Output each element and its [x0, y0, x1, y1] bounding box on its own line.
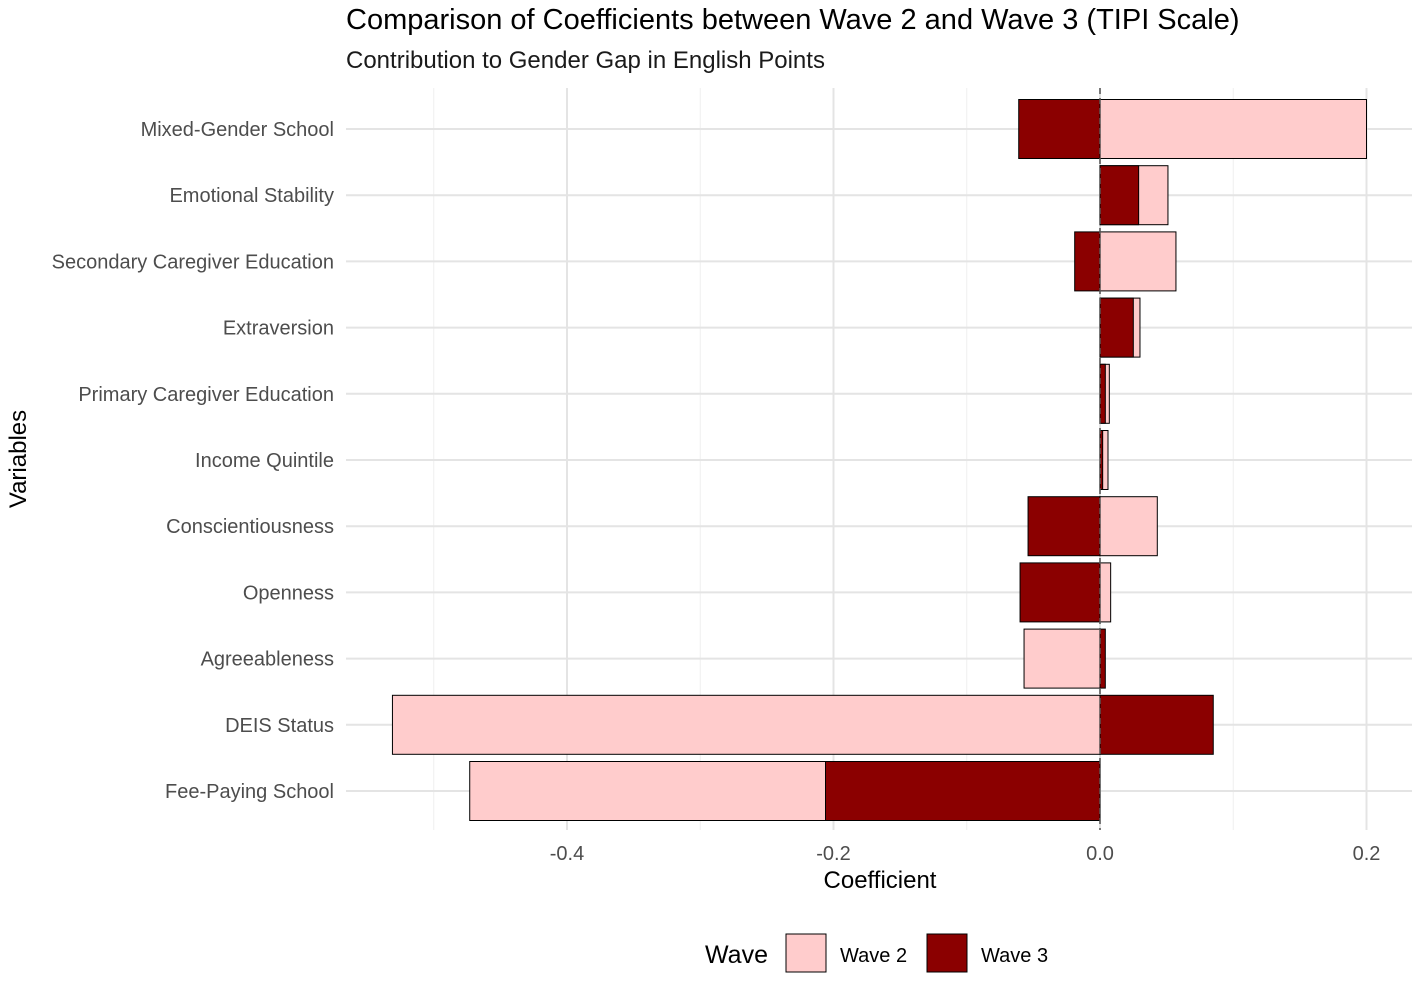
y-tick-label: Fee-Paying School — [165, 781, 334, 803]
x-tick-label: 0.0 — [1086, 843, 1114, 865]
y-tick-label: Openness — [243, 582, 334, 604]
legend-label: Wave 3 — [981, 945, 1048, 967]
bar-wave-3 — [1074, 231, 1101, 292]
chart-title: Comparison of Coefficients between Wave … — [346, 4, 1240, 36]
x-tick-label: -0.4 — [550, 843, 584, 865]
x-axis-title: Coefficient — [824, 867, 937, 894]
y-axis-title: Variables — [5, 410, 32, 508]
bar-wave-3 — [1027, 496, 1101, 557]
y-tick-label: Conscientiousness — [166, 516, 334, 538]
bar-wave-2 — [1023, 628, 1101, 689]
y-tick-label: Agreeableness — [201, 649, 334, 671]
bar-wave-2 — [391, 694, 1101, 755]
bar-wave-2 — [1099, 562, 1112, 623]
bar-wave-3 — [1099, 165, 1140, 226]
bar-wave-3 — [1018, 99, 1101, 159]
bar-wave-3 — [1099, 694, 1214, 755]
bar-wave-3 — [1099, 628, 1106, 689]
legend-label: Wave 2 — [840, 945, 907, 967]
bars-layer — [391, 99, 1367, 821]
bar-wave-3 — [825, 761, 1101, 821]
bar-wave-2 — [1099, 99, 1367, 159]
bar-wave-3 — [1099, 297, 1134, 358]
y-tick-label: Primary Caregiver Education — [78, 384, 334, 406]
y-tick-labels: Mixed-Gender School Emotional Stability Se… — [52, 119, 334, 803]
legend-title: Wave — [705, 941, 768, 969]
bar-wave-3 — [1099, 363, 1106, 424]
x-tick-label: 0.2 — [1353, 843, 1381, 865]
chart-subtitle: Contribution to Gender Gap in English Po… — [346, 47, 825, 74]
y-tick-label: Secondary Caregiver Education — [52, 251, 334, 273]
x-tick-labels: -0.4 -0.2 0.0 0.2 — [550, 843, 1381, 865]
legend: Wave Wave 2 Wave 3 — [705, 933, 1048, 973]
bar-wave-3 — [1019, 562, 1101, 623]
y-tick-label: Income Quintile — [195, 450, 334, 472]
bar-wave-2 — [1099, 496, 1158, 557]
y-tick-label: Extraversion — [223, 318, 334, 340]
legend-key-wave-3 — [926, 933, 968, 973]
bar-wave-2 — [1099, 231, 1177, 292]
x-tick-label: -0.2 — [816, 843, 850, 865]
y-tick-label: Mixed-Gender School — [141, 119, 334, 141]
y-tick-label: Emotional Stability — [169, 185, 334, 207]
legend-key-wave-2 — [785, 933, 827, 973]
y-tick-label: DEIS Status — [225, 715, 334, 737]
